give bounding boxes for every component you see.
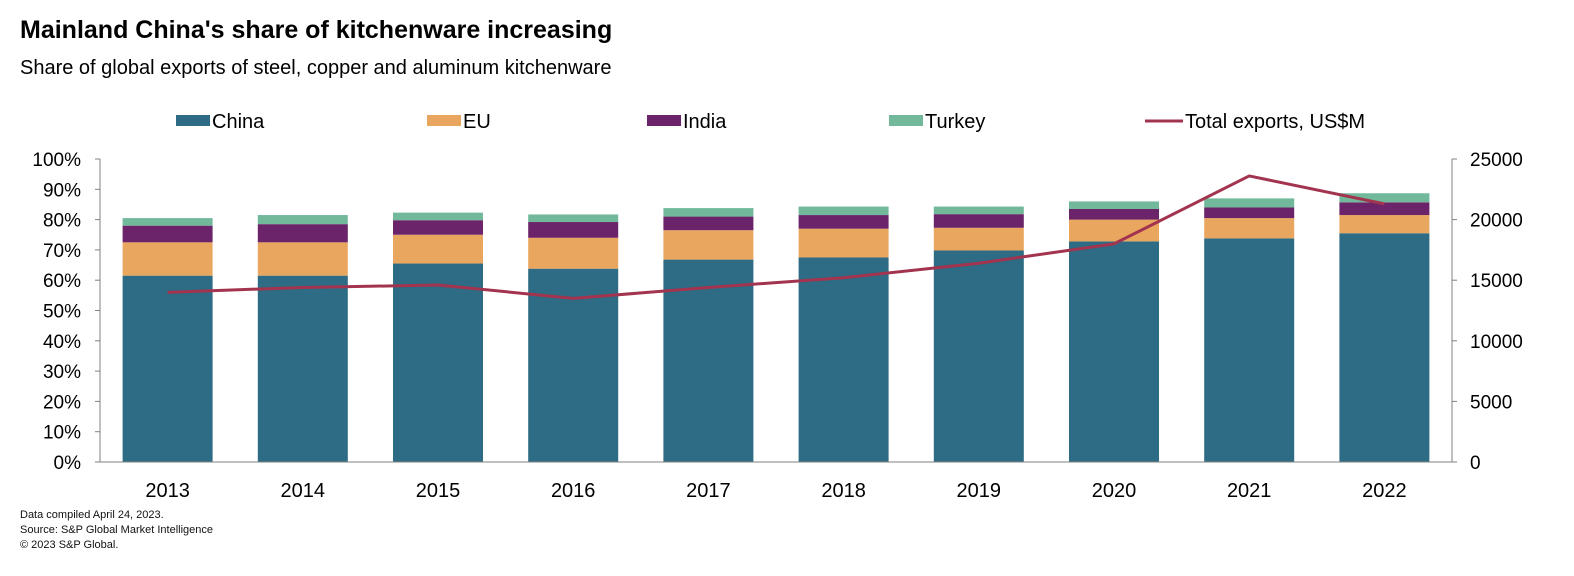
bar-india-2014 [257,224,348,243]
legend-label: China [212,111,265,133]
bars [122,193,1430,462]
bar-india-2018 [798,215,889,229]
bar-india-2020 [1069,208,1159,220]
bar-india-2017 [663,216,754,231]
y-right-tick-label: 0 [1470,453,1481,474]
legend-label: EU [463,111,491,133]
chart-title: Mainland China's share of kitchenware in… [20,16,613,44]
legend-swatch [647,115,681,126]
y-left-tick-label: 40% [43,332,81,353]
bar-eu-2017 [663,230,754,260]
y-left-tick-label: 20% [43,392,81,413]
bar-turkey-2014 [257,215,348,225]
footer: Data compiled April 24, 2023. Source: S&… [20,508,213,553]
footer-source: Source: S&P Global Market Intelligence [20,524,214,536]
bar-eu-2013 [122,242,213,276]
y-left-tick-label: 80% [43,211,81,232]
y-left-tick-label: 10% [43,423,81,444]
legend-item-eu: EU [427,111,491,133]
bar-eu-2021 [1204,218,1295,239]
legend-label: India [683,111,727,133]
bar-turkey-2018 [798,206,889,216]
bar-turkey-2022 [1339,193,1430,203]
x-tick-label: 2014 [281,480,326,502]
y-right-tick-label: 5000 [1470,392,1512,413]
footer-copyright: © 2023 S&P Global. [20,539,119,551]
x-tick-label: 2016 [551,480,596,502]
legend: China EU India Turkey Total exports, US$M [176,111,1365,133]
bar-eu-2020 [1069,219,1159,242]
y-left-tick-label: 50% [43,302,81,323]
bar-turkey-2015 [393,212,483,221]
legend-item-china: China [176,111,265,133]
x-tick-label: 2018 [821,480,866,502]
bar-china-2015 [393,263,483,462]
bar-eu-2016 [528,237,619,269]
line-total-exports-us-m [167,174,1385,300]
bar-india-2016 [528,222,619,238]
bar-china-2014 [257,275,348,462]
x-tick-label: 2019 [957,480,1002,502]
bar-turkey-2013 [122,218,213,226]
legend-item-india: India [647,111,727,133]
bar-eu-2022 [1339,215,1430,234]
x-tick-label: 2013 [145,480,190,502]
legend-label: Total exports, US$M [1185,111,1365,133]
bar-turkey-2016 [528,214,619,223]
y-right-tick-label: 15000 [1470,271,1523,292]
x-tick-label: 2017 [686,480,731,502]
legend-label: Turkey [925,111,985,133]
legend-swatch [176,115,210,126]
bar-china-2020 [1069,241,1159,462]
y-left-tick-label: 60% [43,271,81,292]
y-right-tick-label: 10000 [1470,332,1523,353]
y-right-tick-label: 20000 [1470,211,1523,232]
x-axis: 2013 2014 2015 2016 2017 2018 2019 2020 2021 2022 [100,461,1452,502]
bar-india-2021 [1204,207,1295,219]
bar-india-2015 [393,220,483,235]
bar-china-2016 [528,268,619,462]
y-axis-left: 0% 10% 20% 30% 40% 50% 60% 70% 80% 90% 100% [32,150,101,474]
legend-swatch [427,115,461,126]
chart-subtitle: Share of global exports of steel, copper… [20,57,612,79]
bar-eu-2019 [933,227,1024,251]
bar-eu-2014 [257,242,348,276]
x-tick-label: 2015 [416,480,461,502]
bar-china-2021 [1204,238,1295,462]
bar-india-2019 [933,214,1024,228]
bar-china-2022 [1339,233,1430,462]
x-tick-label: 2021 [1227,480,1272,502]
bar-eu-2015 [393,234,483,264]
bar-china-2013 [122,275,213,462]
y-left-tick-label: 30% [43,362,81,383]
bar-turkey-2019 [933,206,1024,215]
bar-turkey-2020 [1069,201,1159,209]
bar-china-2018 [798,257,889,462]
footer-date: Data compiled April 24, 2023. [20,509,164,521]
y-axis-right: 0 5000 10000 15000 20000 25000 [1451,150,1523,474]
bar-turkey-2017 [663,208,754,217]
y-left-tick-label: 90% [43,180,81,201]
total-exports-line [167,174,1385,300]
bar-eu-2018 [798,228,889,258]
y-right-tick-label: 25000 [1470,150,1523,171]
y-left-tick-label: 70% [43,241,81,262]
bar-china-2017 [663,259,754,462]
legend-item-turkey: Turkey [889,111,985,133]
y-left-tick-label: 0% [54,453,82,474]
x-tick-label: 2020 [1092,480,1137,502]
bar-india-2022 [1339,202,1430,216]
legend-item-total-exports-us-m: Total exports, US$M [1145,111,1365,133]
bar-india-2013 [122,225,213,243]
stacked-bar-line-chart: China EU India Turkey Total exports, US$M 0%… [32,111,1523,502]
bar-turkey-2021 [1204,198,1295,208]
y-left-tick-label: 100% [32,150,81,171]
bar-china-2019 [933,250,1024,462]
legend-swatch [889,115,923,126]
x-tick-label: 2022 [1362,480,1407,502]
